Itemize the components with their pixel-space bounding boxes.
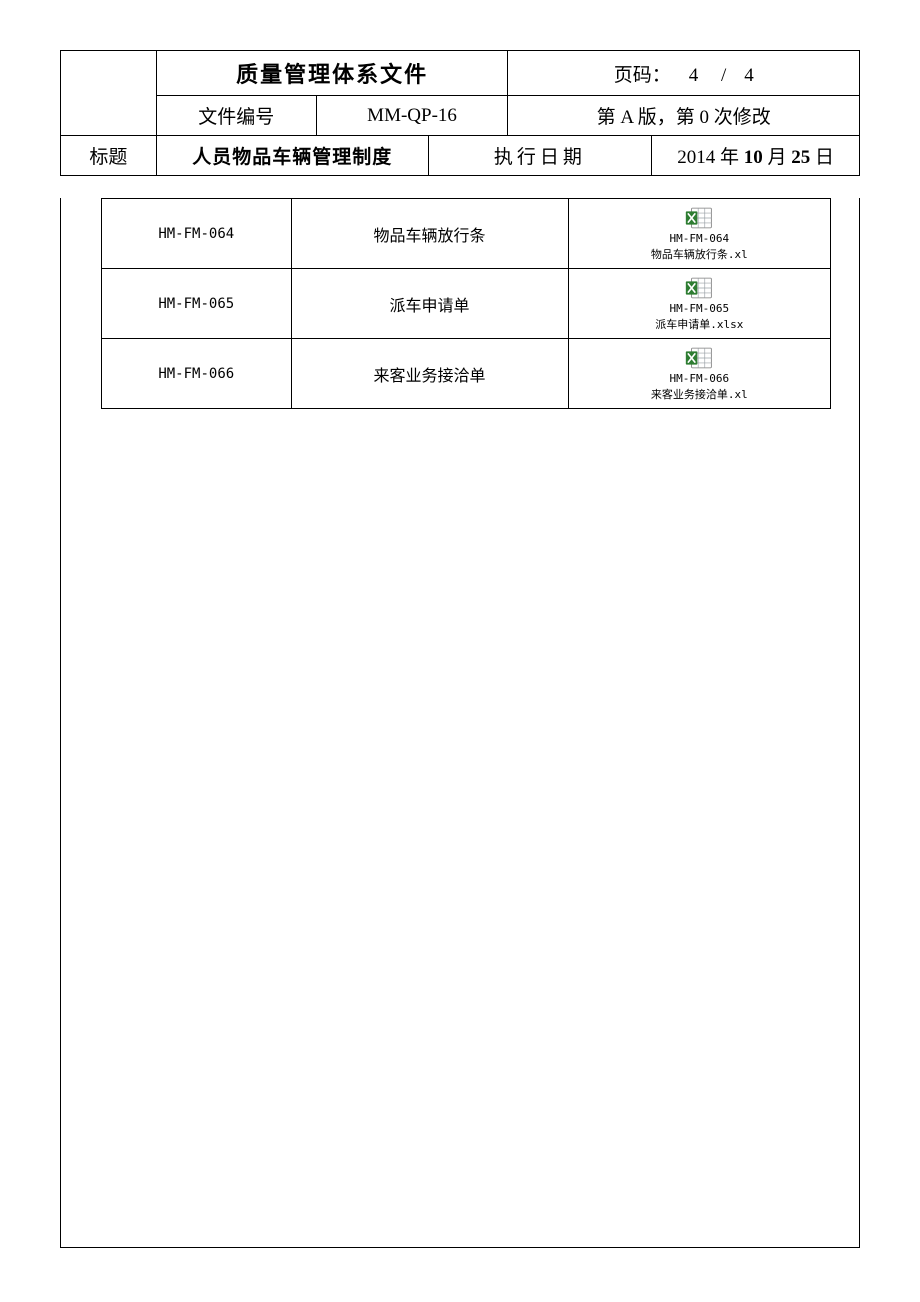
excel-file-icon [685, 346, 713, 370]
page-number-cell: 页码： 4 / 4 [508, 51, 860, 96]
page-current: 4 [689, 65, 699, 86]
page-total: 4 [744, 65, 754, 86]
header-row-1: 质量管理体系文件 页码： 4 / 4 [61, 51, 860, 96]
file-attachment-cell[interactable]: HM-FM-066 来客业务接洽单.xl [568, 339, 830, 409]
table-row: HM-FM-065派车申请单 HM-FM-065派车申请单.xlsx [102, 269, 831, 339]
date-suffix: 日 [810, 147, 834, 168]
title-value: 人员物品车辆管理制度 [156, 136, 428, 176]
excel-file-icon [685, 206, 713, 230]
content-frame: HM-FM-064物品车辆放行条 HM-FM-064物品车辆放行条.xlHM-F… [60, 198, 860, 1248]
date-label: 执行日期 [428, 136, 652, 176]
excel-file-icon [685, 276, 713, 300]
header-row-3: 标题 人员物品车辆管理制度 执行日期 2014 年 10 月 25 日 [61, 136, 860, 176]
document-header-table: 质量管理体系文件 页码： 4 / 4 文件编号 MM-QP-16 第 A 版，第 0… [60, 50, 860, 176]
date-mid: 月 [763, 147, 792, 168]
header-row-2: 文件编号 MM-QP-16 第 A 版，第 0 次修改 [61, 96, 860, 136]
file-attachment-cell[interactable]: HM-FM-064 物品车辆放行条.xl [568, 199, 830, 269]
docno-value: MM-QP-16 [316, 96, 508, 136]
form-code: HM-FM-066 [102, 339, 292, 409]
file-name-line1: HM-FM-066 [575, 372, 824, 386]
file-name-line2: 来客业务接洽单.xl [575, 388, 824, 402]
docno-label: 文件编号 [156, 96, 316, 136]
date-month: 10 [744, 147, 763, 168]
document-page: 质量管理体系文件 页码： 4 / 4 文件编号 MM-QP-16 第 A 版，第 0… [0, 0, 920, 1298]
page-label: 页码： [614, 65, 671, 86]
file-name-line1: HM-FM-064 [575, 232, 824, 246]
doc-title: 质量管理体系文件 [156, 51, 508, 96]
form-code: HM-FM-064 [102, 199, 292, 269]
form-description: 物品车辆放行条 [291, 199, 568, 269]
form-description: 派车申请单 [291, 269, 568, 339]
file-name-line2: 物品车辆放行条.xl [575, 248, 824, 262]
version-text: 第 A 版，第 0 次修改 [508, 96, 860, 136]
date-prefix: 2014 年 [677, 147, 744, 168]
attachments-table: HM-FM-064物品车辆放行条 HM-FM-064物品车辆放行条.xlHM-F… [101, 198, 831, 409]
form-description: 来客业务接洽单 [291, 339, 568, 409]
table-row: HM-FM-066来客业务接洽单 HM-FM-066来客业务接洽单.xl [102, 339, 831, 409]
file-attachment-cell[interactable]: HM-FM-065 派车申请单.xlsx [568, 269, 830, 339]
form-code: HM-FM-065 [102, 269, 292, 339]
attachments-tbody: HM-FM-064物品车辆放行条 HM-FM-064物品车辆放行条.xlHM-F… [102, 199, 831, 409]
page-sep: / [721, 65, 726, 86]
table-row: HM-FM-064物品车辆放行条 HM-FM-064物品车辆放行条.xl [102, 199, 831, 269]
date-day: 25 [791, 147, 810, 168]
file-name-line2: 派车申请单.xlsx [575, 318, 824, 332]
date-value: 2014 年 10 月 25 日 [652, 136, 860, 176]
file-name-line1: HM-FM-065 [575, 302, 824, 316]
header-blank-cell [61, 51, 157, 136]
title-label: 标题 [61, 136, 157, 176]
